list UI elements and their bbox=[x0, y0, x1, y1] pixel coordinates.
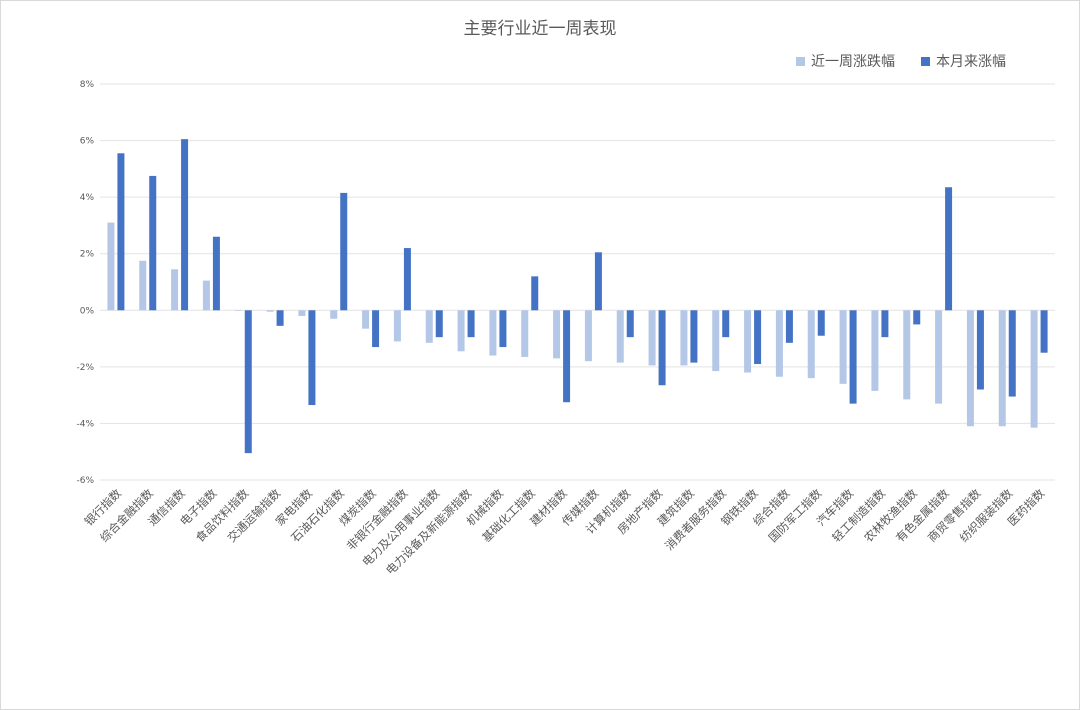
y-tick-label: 4% bbox=[80, 193, 95, 203]
bar-weekly bbox=[330, 310, 338, 319]
bar-weekly bbox=[553, 310, 561, 359]
bar-monthly bbox=[945, 187, 953, 311]
bar-weekly bbox=[425, 310, 433, 343]
bar-weekly bbox=[775, 310, 783, 377]
legend-item-weekly: 近一周涨跌幅 bbox=[796, 51, 895, 71]
bar-weekly bbox=[521, 310, 529, 357]
bar-monthly bbox=[817, 310, 825, 336]
bar-weekly bbox=[807, 310, 815, 379]
bar-monthly bbox=[881, 310, 889, 338]
y-tick-label: 6% bbox=[80, 137, 95, 147]
bar-weekly bbox=[744, 310, 752, 373]
bar-monthly bbox=[1008, 310, 1016, 397]
bar-monthly bbox=[1040, 310, 1048, 353]
bar-weekly bbox=[998, 310, 1006, 427]
bar-weekly bbox=[839, 310, 847, 384]
y-tick-label: 8% bbox=[80, 80, 95, 90]
bar-weekly bbox=[935, 310, 943, 404]
legend-label-monthly: 本月来涨幅 bbox=[936, 54, 1006, 70]
y-tick-label: 0% bbox=[80, 306, 95, 316]
legend-item-monthly: 本月来涨幅 bbox=[921, 51, 1006, 71]
y-tick-label: -4% bbox=[76, 419, 94, 429]
bar-monthly bbox=[276, 310, 284, 326]
bar-weekly bbox=[1030, 310, 1038, 428]
bar-monthly bbox=[658, 310, 666, 386]
y-tick-label: -6% bbox=[76, 476, 94, 486]
bar-weekly bbox=[107, 222, 115, 311]
bar-monthly bbox=[372, 310, 380, 348]
bar-monthly bbox=[117, 153, 125, 311]
bar-weekly bbox=[871, 310, 879, 391]
bar-weekly bbox=[616, 310, 624, 363]
bar-monthly bbox=[308, 310, 316, 406]
bar-weekly bbox=[489, 310, 497, 356]
legend: 近一周涨跌幅 本月来涨幅 bbox=[796, 51, 1006, 71]
y-tick-label: 2% bbox=[80, 250, 95, 260]
bar-monthly bbox=[626, 310, 634, 338]
bar-weekly bbox=[362, 310, 370, 329]
bar-weekly bbox=[171, 269, 179, 311]
bar-weekly bbox=[648, 310, 656, 366]
legend-swatch-monthly bbox=[921, 56, 930, 66]
bar-weekly bbox=[966, 310, 974, 427]
bar-monthly bbox=[149, 175, 157, 311]
bar-monthly bbox=[435, 310, 443, 338]
bar-weekly bbox=[266, 310, 274, 312]
legend-swatch-weekly bbox=[796, 56, 805, 66]
bar-monthly bbox=[212, 236, 220, 311]
bar-monthly bbox=[244, 310, 252, 454]
legend-label-weekly: 近一周涨跌幅 bbox=[811, 54, 895, 70]
bar-monthly bbox=[563, 310, 571, 403]
bar-weekly bbox=[680, 310, 688, 366]
bar-monthly bbox=[467, 310, 475, 338]
bar-weekly bbox=[712, 310, 720, 372]
bar-monthly bbox=[690, 310, 698, 363]
bar-monthly bbox=[849, 310, 857, 404]
bar-weekly bbox=[202, 280, 210, 311]
bar-weekly bbox=[584, 310, 592, 362]
bar-monthly bbox=[785, 310, 793, 343]
bar-monthly bbox=[340, 192, 348, 311]
bar-monthly bbox=[499, 310, 507, 348]
bar-weekly bbox=[139, 260, 147, 311]
bar-monthly bbox=[913, 310, 921, 325]
bar-weekly bbox=[393, 310, 401, 342]
bar-weekly bbox=[457, 310, 465, 352]
bar-weekly bbox=[903, 310, 911, 400]
bar-monthly bbox=[531, 276, 539, 311]
bar-weekly bbox=[234, 310, 242, 311]
bar-monthly bbox=[403, 248, 411, 311]
bar-monthly bbox=[722, 310, 730, 338]
bar-monthly bbox=[181, 139, 189, 311]
bar-monthly bbox=[754, 310, 762, 365]
bar-monthly bbox=[594, 252, 602, 311]
bar-monthly bbox=[976, 310, 984, 390]
chart-title: 主要行业近一周表现 bbox=[463, 19, 617, 39]
y-tick-label: -2% bbox=[76, 363, 94, 373]
bar-weekly bbox=[298, 310, 306, 316]
